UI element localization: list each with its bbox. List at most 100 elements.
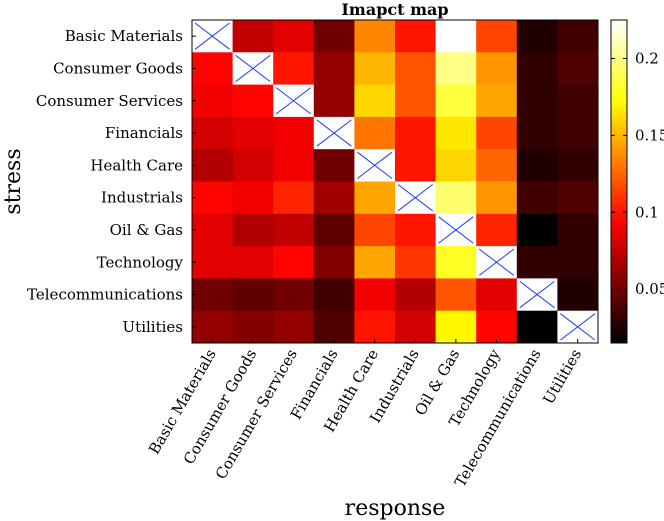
heatmap-cell — [232, 181, 274, 215]
heatmap-cell — [476, 278, 518, 312]
heatmap-cell — [516, 84, 558, 118]
heatmap-cell — [313, 310, 355, 344]
heatmap-cell — [192, 116, 234, 150]
heatmap-cell — [354, 116, 396, 150]
heatmap-cell — [395, 278, 437, 312]
diagonal-x-marker — [397, 184, 433, 212]
heatmap-cell — [516, 181, 558, 215]
heatmap-cell — [232, 278, 274, 312]
x-tick-label: Utilities — [539, 346, 585, 407]
heatmap-cell — [395, 213, 437, 247]
heatmap-cell — [395, 149, 437, 182]
heatmap-cell — [557, 20, 599, 53]
heatmap-cell — [516, 310, 558, 344]
diagonal-x-marker — [194, 22, 230, 50]
heatmap-cell — [313, 20, 355, 53]
colorbar-tick-label: 0.15 — [635, 126, 664, 144]
heatmap-cell — [476, 181, 518, 215]
diagonal-x-marker — [438, 216, 474, 244]
diagonal-x-marker — [316, 119, 352, 147]
heatmap-cell — [516, 52, 558, 86]
heatmap-cell — [557, 116, 599, 150]
heatmap-cell — [232, 20, 274, 53]
heatmap-cells — [192, 20, 599, 344]
y-axis-label: stress — [1, 148, 26, 214]
colorbar-tick-label: 0.05 — [635, 280, 664, 298]
heatmap-cell — [476, 149, 518, 182]
heatmap-cell — [192, 310, 234, 344]
heatmap-cell — [192, 181, 234, 215]
diagonal-x-marker — [235, 54, 271, 82]
heatmap-cell — [395, 84, 437, 118]
heatmap-cell — [557, 213, 599, 247]
diagonal-markers — [194, 22, 596, 341]
heatmap-cell — [232, 213, 274, 247]
y-tick-label: Consumer Services — [36, 92, 183, 110]
heatmap-cell — [313, 213, 355, 247]
y-tick-label: Financials — [105, 124, 183, 142]
heatmap-cell — [557, 149, 599, 182]
heatmap-cell — [516, 116, 558, 150]
chart-title: Imapct map — [341, 0, 448, 19]
heatmap-cell — [273, 52, 315, 86]
heatmap-cell — [354, 181, 396, 215]
heatmap-cell — [395, 20, 437, 53]
heatmap-cell — [435, 149, 477, 182]
plot-frame — [191, 19, 599, 344]
diagonal-x-marker — [478, 248, 515, 276]
heatmap-cell — [395, 246, 437, 279]
heatmap-cell — [313, 181, 355, 215]
heatmap-cell — [192, 149, 234, 182]
heatmap-cell — [476, 20, 518, 53]
heatmap-cell — [273, 278, 315, 312]
heatmap-cell — [395, 52, 437, 86]
heatmap-cell — [354, 84, 396, 118]
y-tick-label: Utilities — [123, 318, 183, 336]
heatmap-cell — [557, 52, 599, 86]
x-axis-label: response — [345, 496, 446, 521]
heatmap-cell — [476, 84, 518, 118]
heatmap-cell — [232, 84, 274, 118]
heatmap-cell — [313, 246, 355, 279]
y-tick-label: Industrials — [101, 189, 183, 207]
diagonal-x-marker — [357, 151, 393, 179]
heatmap-cell — [273, 181, 315, 215]
heatmap-cell — [273, 20, 315, 53]
heatmap-cell — [232, 149, 274, 182]
diagonal-x-marker — [275, 87, 312, 115]
heatmap-cell — [557, 246, 599, 279]
heatmap-cell — [313, 52, 355, 86]
heatmap-cell — [395, 116, 437, 150]
heatmap-cell — [192, 84, 234, 118]
heatmap-cell — [354, 20, 396, 53]
heatmap-cell — [435, 20, 477, 53]
heatmap-cell — [232, 310, 274, 344]
heatmap-cell — [313, 278, 355, 312]
y-tick-label: Consumer Goods — [53, 59, 183, 77]
heatmap-cell — [476, 310, 518, 344]
diagonal-x-marker — [560, 313, 596, 341]
heatmap-cell — [273, 116, 315, 150]
heatmap-cell — [354, 52, 396, 86]
heatmap-cell — [557, 278, 599, 312]
colorbar-ticks: 0.05 0.1 0.15 0.2 — [611, 49, 664, 298]
heatmap-cell — [354, 310, 396, 344]
heatmap-cell — [435, 181, 477, 215]
heatmap-cell — [516, 20, 558, 53]
heatmap-cell — [435, 52, 477, 86]
heatmap-cell — [435, 278, 477, 312]
heatmap-cell — [395, 310, 437, 344]
heatmap-cell — [476, 52, 518, 86]
heatmap-cell — [192, 52, 234, 86]
heatmap-cell — [435, 310, 477, 344]
heatmap-cell — [192, 278, 234, 312]
y-tick-label: Oil & Gas — [110, 221, 183, 239]
heatmap-cell — [354, 278, 396, 312]
heatmap-cell — [273, 149, 315, 182]
diagonal-x-marker — [519, 281, 555, 309]
heatmap-cell — [557, 181, 599, 215]
colorbar-tick-label: 0.1 — [635, 203, 659, 221]
y-tick-labels: Basic Materials Consumer Goods Consumer Se… — [27, 27, 196, 336]
heatmap-cell — [516, 213, 558, 247]
x-tick-label: Consumer Goods — [180, 346, 261, 468]
